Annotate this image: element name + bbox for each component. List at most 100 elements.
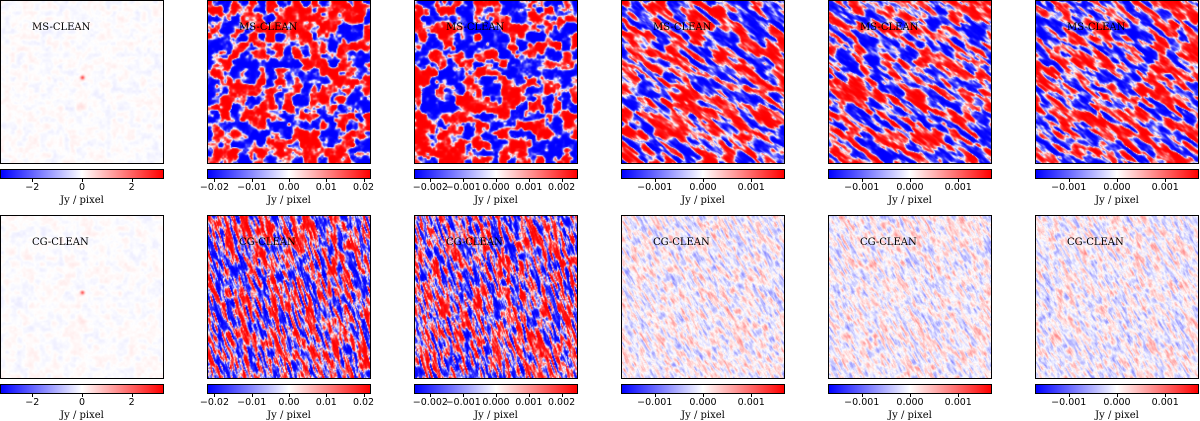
colorbar-tick-label: 0.001 xyxy=(515,397,543,408)
colorbar-tick-label: −0.001 xyxy=(844,182,880,193)
heatmap-canvas xyxy=(1,216,163,378)
colorbar-tick xyxy=(910,179,911,182)
heatmap-canvas xyxy=(1,1,163,163)
colorbar-tick-label: 0.000 xyxy=(896,397,924,408)
colorbar-tick-label: 0.001 xyxy=(944,397,972,408)
colorbar-tick xyxy=(32,179,33,182)
panel-label: CG-CLEAN xyxy=(239,237,296,248)
colorbar-tick-label: 0.02 xyxy=(352,397,375,408)
colorbar-tick-label: 0.001 xyxy=(737,182,765,193)
colorbar-tick-label: −0.001 xyxy=(637,182,673,193)
heatmap-canvas xyxy=(208,216,370,378)
colorbar xyxy=(1035,169,1199,179)
colorbar-tick-label: 0.000 xyxy=(482,397,510,408)
heatmap-canvas xyxy=(208,1,370,163)
colorbar-tick xyxy=(1069,179,1070,182)
colorbar-unit-label: Jy / pixel xyxy=(474,410,518,421)
colorbar-tick xyxy=(1117,394,1118,397)
colorbar-tick-label: −0.002 xyxy=(412,397,448,408)
heatmap-canvas xyxy=(1036,1,1198,163)
colorbar-unit-label: Jy / pixel xyxy=(474,195,518,206)
colorbar-tick-label: 0.000 xyxy=(689,397,717,408)
heatmap-panel xyxy=(1035,215,1199,379)
heatmap-canvas xyxy=(622,1,784,163)
colorbar-tick xyxy=(364,394,365,397)
colorbar-tick xyxy=(703,179,704,182)
colorbar-tick xyxy=(562,394,563,397)
colorbar-tick xyxy=(1069,394,1070,397)
colorbar-tick xyxy=(751,394,752,397)
colorbar xyxy=(828,384,992,394)
colorbar-tick xyxy=(655,179,656,182)
panel-label: MS-CLEAN xyxy=(446,22,505,33)
panel-label: CG-CLEAN xyxy=(446,237,503,248)
colorbar-tick-label: 0 xyxy=(78,397,86,408)
colorbar-tick xyxy=(1117,179,1118,182)
colorbar-tick xyxy=(82,394,83,397)
colorbar xyxy=(621,169,785,179)
colorbar-tick xyxy=(252,394,253,397)
colorbar-tick xyxy=(958,394,959,397)
colorbar-tick xyxy=(289,179,290,182)
colorbar xyxy=(207,169,371,179)
colorbar-tick-label: 0.001 xyxy=(515,182,543,193)
colorbar-tick-label: 0.000 xyxy=(482,182,510,193)
colorbar-tick xyxy=(326,179,327,182)
colorbar-tick xyxy=(364,179,365,182)
heatmap-panel xyxy=(414,0,578,164)
colorbar xyxy=(0,169,164,179)
colorbar-tick-label: 0.000 xyxy=(689,182,717,193)
colorbar xyxy=(414,169,578,179)
panel-label: CG-CLEAN xyxy=(860,237,917,248)
colorbar-tick xyxy=(862,394,863,397)
colorbar-tick xyxy=(430,394,431,397)
colorbar-tick-label: −0.001 xyxy=(1051,397,1087,408)
colorbar-tick xyxy=(132,394,133,397)
colorbar-tick-label: −2 xyxy=(25,182,40,193)
colorbar-tick-label: −0.001 xyxy=(637,397,673,408)
colorbar-unit-label: Jy / pixel xyxy=(1095,410,1139,421)
colorbar-unit-label: Jy / pixel xyxy=(681,195,725,206)
heatmap-canvas xyxy=(415,216,577,378)
colorbar-tick-label: 0.001 xyxy=(737,397,765,408)
colorbar-tick xyxy=(703,394,704,397)
colorbar-tick-label: 0.001 xyxy=(1151,397,1179,408)
panel-label: MS-CLEAN xyxy=(1067,22,1126,33)
colorbar-tick xyxy=(910,394,911,397)
heatmap-panel xyxy=(207,0,371,164)
panel-label: CG-CLEAN xyxy=(32,237,89,248)
heatmap-panel xyxy=(828,215,992,379)
colorbar xyxy=(0,384,164,394)
colorbar-tick xyxy=(289,394,290,397)
colorbar-tick-label: 0 xyxy=(78,182,86,193)
colorbar-unit-label: Jy / pixel xyxy=(888,195,932,206)
colorbar-tick-label: −0.002 xyxy=(412,182,448,193)
colorbar-unit-label: Jy / pixel xyxy=(1095,195,1139,206)
colorbar-tick xyxy=(496,179,497,182)
colorbar-tick-label: −2 xyxy=(25,397,40,408)
heatmap-panel xyxy=(0,0,164,164)
heatmap-canvas xyxy=(829,216,991,378)
heatmap-panel xyxy=(207,215,371,379)
colorbar-tick xyxy=(32,394,33,397)
panel-label: CG-CLEAN xyxy=(1067,237,1124,248)
colorbar-tick-label: −0.001 xyxy=(1051,182,1087,193)
colorbar-tick-label: −0.01 xyxy=(237,397,267,408)
heatmap-panel xyxy=(0,215,164,379)
colorbar-tick xyxy=(430,179,431,182)
colorbar-tick xyxy=(463,179,464,182)
colorbar-tick-label: 0.002 xyxy=(547,397,576,408)
colorbar-tick-label: −0.01 xyxy=(237,182,267,193)
heatmap-panel xyxy=(621,215,785,379)
heatmap-canvas xyxy=(1036,216,1198,378)
heatmap-panel xyxy=(414,215,578,379)
heatmap-panel xyxy=(828,0,992,164)
colorbar-tick-label: 0.001 xyxy=(944,182,972,193)
colorbar-tick xyxy=(529,179,530,182)
colorbar-unit-label: Jy / pixel xyxy=(60,410,104,421)
colorbar xyxy=(207,384,371,394)
colorbar-tick-label: 2 xyxy=(128,182,135,193)
colorbar-tick xyxy=(326,394,327,397)
colorbar-tick xyxy=(1165,394,1166,397)
colorbar-unit-label: Jy / pixel xyxy=(60,195,104,206)
